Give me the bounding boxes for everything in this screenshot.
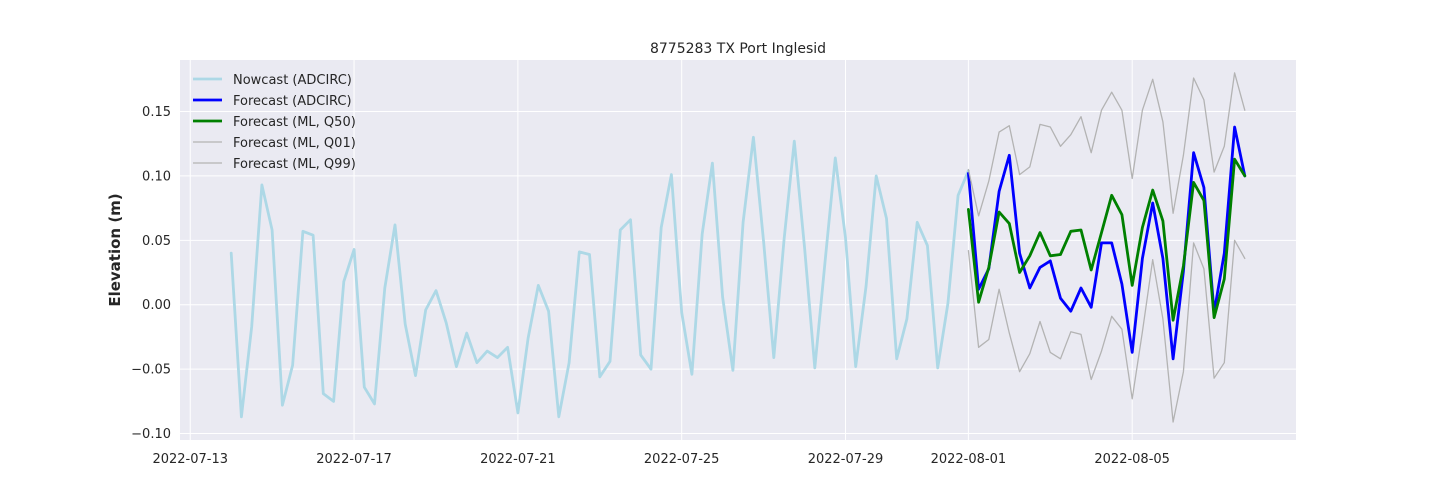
x-tick-label: 2022-08-05 xyxy=(1094,452,1170,467)
legend-label: Forecast (ML, Q01) xyxy=(233,136,356,151)
grid xyxy=(180,60,1296,440)
x-tick-label: 2022-08-01 xyxy=(931,452,1007,467)
x-tick-label: 2022-07-13 xyxy=(152,452,228,467)
y-axis-label: Elevation (m) xyxy=(106,193,124,306)
series-line-nowcast-adcirc xyxy=(229,135,970,419)
y-tick-label: 0.00 xyxy=(142,298,171,313)
legend-label: Forecast (ML, Q50) xyxy=(233,115,356,130)
y-tick-label: 0.15 xyxy=(142,105,171,120)
legend-label: Forecast (ML, Q99) xyxy=(233,157,356,172)
x-tick-label: 2022-07-21 xyxy=(480,452,556,467)
legend-label: Forecast (ADCIRC) xyxy=(233,94,352,109)
x-tick-label: 2022-07-25 xyxy=(644,452,720,467)
legend-label: Nowcast (ADCIRC) xyxy=(233,73,352,88)
axis-ticks: 2022-07-13 2022-07-17 2022-07-21 2022-07-25… xyxy=(131,105,1170,467)
x-tick-label: 2022-07-17 xyxy=(316,452,392,467)
legend: Nowcast (ADCIRC) Forecast (ADCIRC) Forecas… xyxy=(193,73,356,172)
y-tick-label: −0.10 xyxy=(131,427,171,442)
series-line-forecast-adcirc xyxy=(967,125,1247,361)
plot-area xyxy=(180,60,1296,440)
y-tick-label: 0.10 xyxy=(142,169,171,184)
series-line-forecast-ml-q01 xyxy=(967,239,1246,423)
y-tick-label: −0.05 xyxy=(131,363,171,378)
x-tick-label: 2022-07-29 xyxy=(808,452,884,467)
series-layer xyxy=(229,72,1247,423)
series-line-forecast-ml-q99 xyxy=(967,72,1246,217)
chart-title: 8775283 TX Port Inglesid xyxy=(650,41,826,57)
series-line-forecast-ml-q50 xyxy=(967,157,1247,322)
y-tick-label: 0.05 xyxy=(142,234,171,249)
